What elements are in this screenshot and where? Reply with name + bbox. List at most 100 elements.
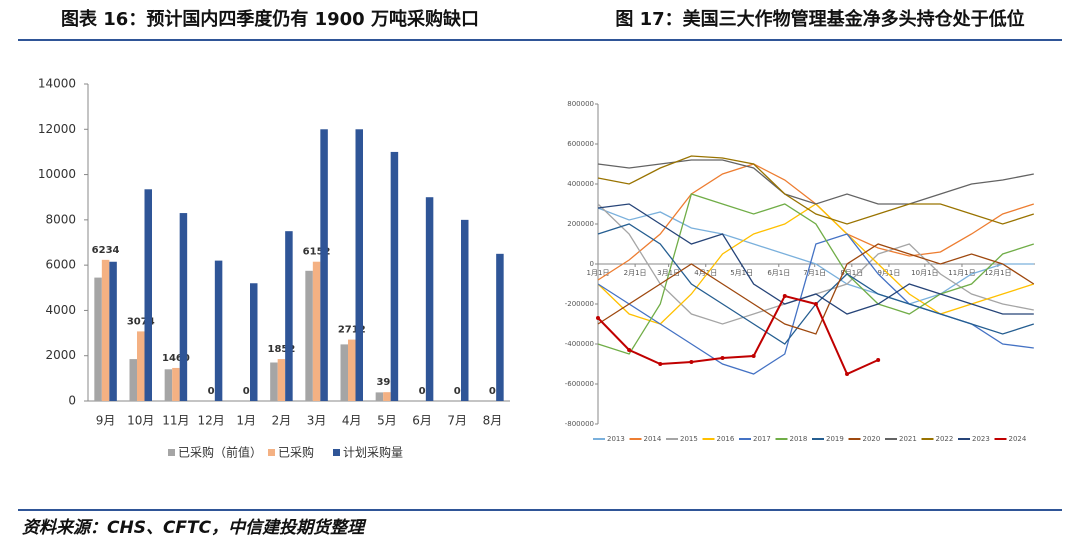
y-tick-label: 14000 [38,77,76,91]
point [658,362,663,366]
series-line [597,163,1034,281]
legend-label: 2022 [936,435,954,443]
series-line [597,159,1034,205]
data-label: 0 [419,386,426,397]
bar [270,362,278,401]
legend-label: 已采购（前值） [178,445,262,460]
x-tick-label: 7月 [447,414,467,428]
y-tick-label: 600000 [567,140,594,148]
data-label: 2712 [338,325,366,336]
x-tick-label: 7月1日 [803,269,826,277]
data-label: 6152 [303,247,331,258]
point [627,348,632,352]
y-tick-label: 200000 [567,220,594,228]
x-tick-label: 6月 [412,414,432,428]
legend-swatch [333,449,340,456]
y-tick-label: 10000 [38,167,76,181]
bar [375,392,384,401]
y-tick-label: -600000 [565,380,594,388]
bar [179,213,188,401]
x-tick-label: 4月 [342,414,362,428]
data-label: 390 [376,377,397,388]
bar [320,129,328,402]
legend-label: 2018 [790,435,808,443]
bar [164,369,173,401]
bar [94,277,102,401]
bar [285,231,293,401]
legend-label: 2013 [607,435,625,443]
series-line [597,243,1035,335]
data-label: 3074 [127,316,155,327]
legend-label: 2015 [680,435,698,443]
x-tick-label: 5月 [377,414,397,428]
y-tick-label: 12000 [38,122,76,136]
x-tick-label: 2月 [272,414,292,428]
bar [355,129,363,402]
series-line [597,193,1034,355]
bar [172,367,180,401]
legend-swatch [268,449,275,456]
y-tick-label: -400000 [565,340,594,348]
y-tick-label: 4000 [45,303,76,317]
bar [109,261,117,401]
series-line [597,294,879,376]
bar [312,261,321,401]
bar [137,331,145,401]
legend-label: 2019 [826,435,844,443]
x-tick-label: 10月1日 [911,269,938,277]
bar [383,392,391,401]
point [689,360,694,364]
point [782,294,787,298]
bar [425,197,434,401]
source: 资料来源：CHS、CFTC，中信建投期货整理 [22,518,367,538]
data-label: 0 [489,386,496,397]
y-tick-label: 400000 [567,180,594,188]
data-label: 0 [208,386,215,397]
bar [496,253,504,401]
y-tick-label: 0 [590,260,594,268]
bar [250,283,258,401]
legend-label: 已采购 [278,445,314,460]
bar [277,359,286,401]
legend-label: 2017 [753,435,771,443]
y-tick-label: 2000 [45,348,76,362]
bar [461,219,469,401]
x-tick-label: 9月1日 [877,269,900,277]
bar [129,359,137,401]
point [845,372,850,376]
data-label: 0 [454,386,461,397]
bar [214,260,223,401]
y-tick-label: 800000 [567,100,594,108]
x-tick-label: 2月1日 [624,269,647,277]
bar [348,339,356,401]
point [596,316,600,320]
y-tick-label: -800000 [565,420,594,428]
data-label: 6234 [92,245,120,256]
y-tick-label: 0 [68,394,76,408]
x-tick-label: 12月1日 [984,269,1011,277]
legend-label: 2016 [717,435,735,443]
bar [390,151,399,401]
legend-label: 2020 [863,435,881,443]
point [751,354,756,358]
series-line [597,207,1034,305]
data-label: 1460 [162,353,190,364]
y-tick-label: 6000 [45,258,76,272]
x-tick-label: 9月 [96,414,116,428]
x-tick-label: 11月1日 [948,269,975,277]
x-tick-label: 6月1日 [767,269,790,277]
data-label: 1852 [267,344,295,355]
x-tick-label: 8月 [483,414,503,428]
x-tick-label: 5月1日 [730,269,753,277]
point [720,356,725,360]
y-tick-label: 8000 [45,212,76,226]
legend-label: 计划采购量 [343,445,403,460]
x-tick-label: 12月 [197,414,224,428]
point [813,302,818,306]
bar [101,259,110,401]
legend-label: 2023 [972,435,990,443]
legend-label: 2014 [644,435,662,443]
legend-label: 2024 [1009,435,1027,443]
y-tick-label: -200000 [565,300,594,308]
